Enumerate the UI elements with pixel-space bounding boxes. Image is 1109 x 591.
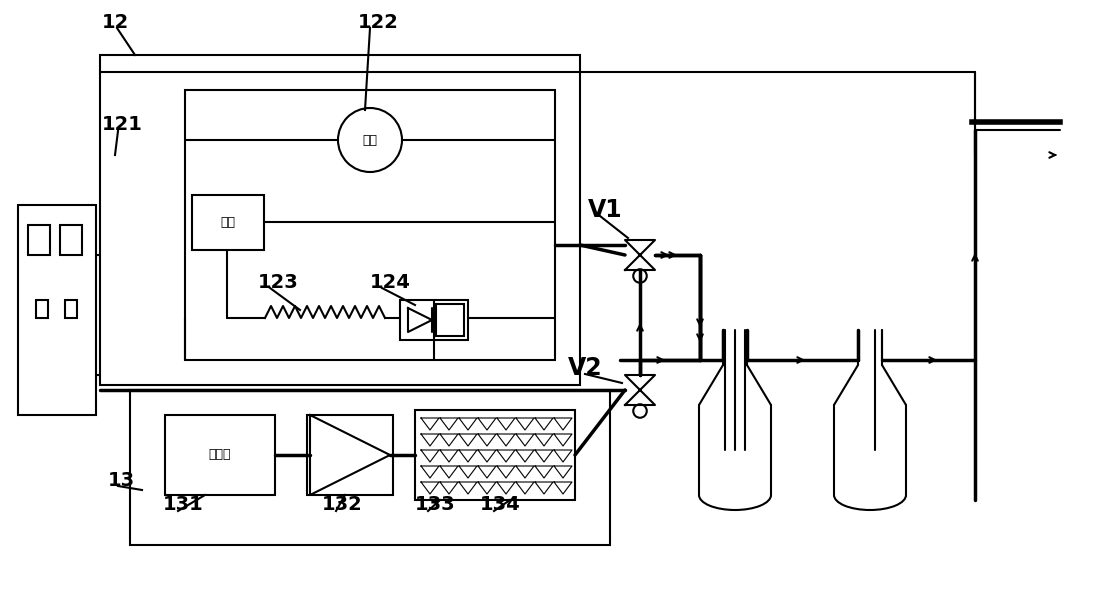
Text: 134: 134 bbox=[480, 495, 521, 515]
Bar bbox=[415, 410, 574, 500]
Bar bbox=[165, 415, 275, 495]
Bar bbox=[18, 205, 96, 415]
Bar bbox=[60, 225, 82, 255]
Text: 13: 13 bbox=[108, 470, 135, 489]
Bar bbox=[307, 415, 393, 495]
Bar bbox=[65, 300, 77, 318]
Bar bbox=[436, 304, 464, 336]
Text: 133: 133 bbox=[415, 495, 456, 515]
Bar bbox=[100, 55, 580, 385]
Text: V2: V2 bbox=[568, 356, 602, 380]
Bar bbox=[185, 90, 554, 360]
Text: V1: V1 bbox=[588, 198, 622, 222]
Text: 电源: 电源 bbox=[221, 216, 235, 229]
Bar bbox=[192, 195, 264, 250]
Bar bbox=[35, 300, 48, 318]
Text: 空压机: 空压机 bbox=[208, 449, 232, 462]
Bar bbox=[130, 390, 610, 545]
Bar bbox=[28, 225, 50, 255]
Text: 121: 121 bbox=[102, 115, 143, 135]
Text: 131: 131 bbox=[163, 495, 204, 515]
Bar bbox=[400, 300, 468, 340]
Text: 风机: 风机 bbox=[363, 134, 377, 147]
Text: 123: 123 bbox=[258, 272, 298, 291]
Text: 12: 12 bbox=[102, 12, 130, 31]
Text: 124: 124 bbox=[370, 272, 410, 291]
Text: 132: 132 bbox=[322, 495, 363, 515]
Text: 122: 122 bbox=[358, 12, 399, 31]
